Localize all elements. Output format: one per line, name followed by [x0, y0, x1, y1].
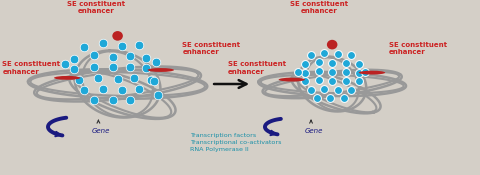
Text: Gene: Gene — [91, 128, 109, 134]
Point — [321, 88, 328, 91]
Point — [99, 41, 107, 44]
Point — [301, 80, 309, 83]
Point — [348, 89, 355, 92]
Point — [155, 93, 162, 96]
Point — [131, 76, 138, 79]
Point — [80, 46, 88, 49]
Point — [340, 97, 348, 99]
Point — [355, 80, 363, 83]
Point — [75, 78, 83, 81]
Point — [294, 70, 301, 73]
Ellipse shape — [359, 71, 385, 75]
Point — [150, 79, 157, 82]
Point — [328, 62, 336, 64]
Point — [135, 88, 143, 91]
Point — [126, 55, 133, 57]
Point — [321, 52, 328, 55]
Point — [307, 89, 315, 92]
Text: SE constituent
enhancer: SE constituent enhancer — [389, 42, 447, 55]
Point — [301, 62, 309, 65]
Point — [90, 54, 97, 57]
Point — [355, 71, 363, 74]
Point — [135, 43, 143, 46]
Point — [334, 88, 342, 91]
Point — [80, 89, 88, 92]
Point — [126, 65, 133, 68]
Point — [326, 97, 334, 99]
Point — [361, 70, 369, 73]
Ellipse shape — [278, 78, 305, 82]
Point — [348, 54, 355, 57]
Point — [342, 62, 349, 64]
Point — [109, 55, 117, 58]
Point — [147, 78, 155, 81]
Point — [328, 79, 336, 82]
Ellipse shape — [54, 76, 81, 80]
Ellipse shape — [148, 68, 174, 72]
Point — [61, 62, 69, 65]
Point — [71, 57, 78, 60]
Text: Gene: Gene — [305, 128, 323, 134]
Ellipse shape — [112, 31, 123, 41]
Text: SE constituent
enhancer: SE constituent enhancer — [182, 42, 240, 55]
Point — [99, 88, 107, 91]
Text: Transcription factors
Transcriptional co-activators
RNA Polymerase II: Transcription factors Transcriptional co… — [190, 133, 281, 152]
Text: SE constituent
enhancer: SE constituent enhancer — [228, 61, 286, 75]
Point — [307, 54, 315, 57]
Point — [342, 79, 349, 82]
Point — [328, 70, 336, 73]
Point — [315, 79, 323, 81]
Point — [143, 67, 150, 70]
Point — [109, 98, 117, 101]
Point — [355, 62, 363, 65]
Point — [90, 98, 97, 101]
Text: SE constituent
enhancer: SE constituent enhancer — [290, 1, 348, 14]
Point — [152, 61, 160, 64]
Point — [334, 53, 342, 56]
Point — [71, 68, 78, 71]
Point — [301, 71, 309, 74]
Point — [95, 76, 102, 79]
Point — [119, 44, 126, 47]
Point — [143, 56, 150, 59]
Point — [342, 70, 349, 73]
Point — [119, 89, 126, 92]
Point — [315, 61, 323, 64]
Point — [126, 98, 133, 101]
Point — [109, 66, 117, 69]
Point — [90, 65, 97, 68]
Point — [313, 97, 321, 99]
Text: SE constituent
enhancer: SE constituent enhancer — [67, 1, 125, 14]
Text: SE constituent
enhancer: SE constituent enhancer — [2, 61, 60, 75]
Point — [315, 70, 323, 73]
Ellipse shape — [327, 40, 337, 49]
Point — [114, 77, 121, 80]
